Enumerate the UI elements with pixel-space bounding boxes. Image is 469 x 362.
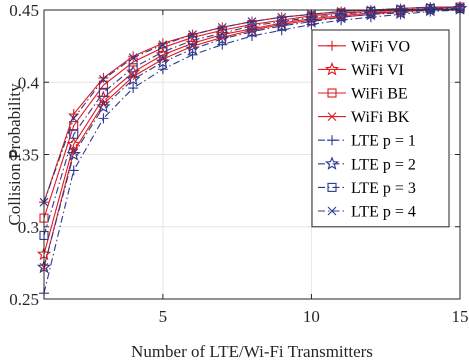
y-tick-label: 0.35 (9, 146, 39, 165)
data-point-marker (188, 35, 198, 45)
y-tick-label: 0.3 (18, 218, 39, 237)
data-point-marker (69, 147, 79, 156)
legend-entry: WiFi BK (318, 109, 410, 126)
data-point-marker (96, 99, 111, 113)
data-point-marker (247, 17, 257, 26)
series-5 (39, 5, 465, 299)
legend-entry: WiFi BE (318, 86, 408, 103)
data-point-marker (157, 64, 168, 75)
data-point-marker (396, 4, 405, 13)
data-point-marker (98, 113, 109, 124)
legend-box (311, 29, 450, 228)
series-line (43, 8, 460, 236)
legend-label: LTE p = 1 (351, 133, 416, 150)
data-point-marker (158, 40, 168, 50)
data-point-marker (126, 71, 141, 86)
legend-marker (327, 206, 337, 216)
data-point-marker (188, 30, 197, 39)
legend-marker (324, 61, 340, 76)
legend-entry: LTE p = 2 (318, 156, 416, 173)
data-point-marker (425, 6, 436, 17)
data-point-marker (68, 165, 79, 176)
data-point-marker (66, 146, 81, 161)
data-point-marker (158, 47, 168, 57)
axis-ticks: 5 10 15 0.25 0.3 0.35 0.4 0.45 (9, 1, 468, 326)
data-point-marker (158, 54, 168, 64)
x-tick-label: 5 (159, 307, 168, 326)
legend-entry: LTE p = 3 (318, 180, 416, 197)
legend-entry: LTE p = 1 (318, 133, 416, 150)
legend-marker (327, 88, 337, 98)
legend-marker (327, 182, 337, 192)
data-point-marker (99, 99, 108, 109)
legend-entry: WiFi VO (318, 38, 410, 55)
data-point-marker (277, 12, 287, 22)
y-axis-title: Collision Probability (5, 83, 24, 226)
data-point-marker (217, 22, 227, 32)
data-point-marker (128, 72, 138, 81)
legend-marker (324, 156, 340, 170)
legend: WiFi VO WiFi VI WiFi BE WiFi BK LTE p = 1 LTE… (311, 29, 450, 228)
data-point-marker (69, 129, 79, 139)
legend-entry: WiFi VI (318, 61, 404, 79)
legend-entry: LTE p = 4 (318, 204, 416, 221)
data-point-marker (98, 87, 108, 97)
data-point-marker (336, 7, 346, 16)
x-tick-label: 10 (303, 307, 320, 326)
legend-marker (327, 40, 337, 51)
data-point-marker (217, 28, 227, 38)
legend-label: WiFi BK (351, 109, 410, 126)
data-point-marker (66, 136, 81, 151)
data-point-marker (128, 63, 138, 73)
y-tick-label: 0.25 (9, 290, 39, 309)
legend-label: WiFi VI (351, 62, 404, 79)
series-line (43, 8, 461, 268)
legend-label: LTE p = 3 (351, 180, 416, 197)
series-line (43, 6, 460, 203)
data-point-marker (188, 41, 197, 51)
x-axis-title: Number of LTE/Wi-Fi Transmitters (131, 342, 373, 361)
y-tick-label: 0.4 (18, 73, 40, 92)
data-point-marker (155, 54, 170, 69)
data-point-marker (68, 109, 79, 120)
data-point-marker (185, 41, 200, 56)
data-point-marker (99, 74, 108, 84)
data-point-marker (128, 53, 138, 63)
legend-label: LTE p = 4 (351, 204, 416, 221)
x-tick-label: 15 (452, 307, 469, 326)
data-point-marker (128, 83, 139, 94)
legend-label: WiFi BE (351, 86, 408, 103)
data-point-marker (69, 113, 79, 123)
data-point-marker (366, 6, 376, 16)
legend-label: WiFi VO (351, 38, 410, 55)
legend-marker (327, 135, 337, 146)
legend-label: LTE p = 2 (351, 156, 416, 173)
data-point-marker (69, 121, 79, 131)
y-tick-label: 0.45 (9, 1, 39, 20)
data-point-marker (425, 4, 435, 14)
legend-marker (327, 112, 337, 121)
